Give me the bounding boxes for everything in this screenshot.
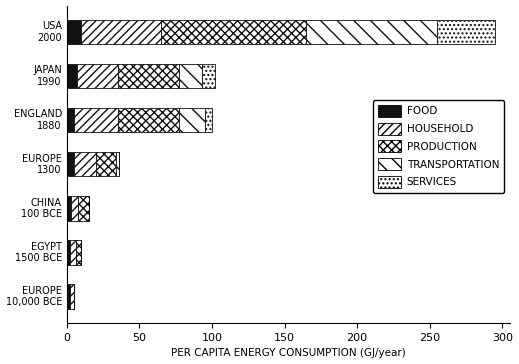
Bar (67, 108, 74, 132)
Bar (118, 108, 179, 132)
Bar (81, 20, 161, 44)
Bar (96, 152, 116, 177)
Bar (70, 285, 74, 309)
Bar (74, 152, 96, 177)
Bar (204, 108, 212, 132)
Bar (179, 108, 204, 132)
X-axis label: PER CAPITA ENERGY CONSUMPTION (GJ/year): PER CAPITA ENERGY CONSUMPTION (GJ/year) (171, 348, 405, 359)
Bar (77, 64, 118, 88)
Bar (437, 20, 495, 44)
Bar (116, 152, 119, 177)
Bar (67, 20, 81, 44)
Bar (74, 108, 118, 132)
Bar (202, 64, 215, 88)
Bar (67, 64, 77, 88)
Legend: FOOD, HOUSEHOLD, PRODUCTION, TRANSPORTATION, SERVICES: FOOD, HOUSEHOLD, PRODUCTION, TRANSPORTAT… (373, 100, 504, 193)
Bar (179, 64, 202, 88)
Bar (67, 196, 71, 221)
Bar (70, 240, 75, 265)
Bar (78, 196, 89, 221)
Bar (71, 196, 78, 221)
Bar (306, 20, 437, 44)
Bar (118, 64, 179, 88)
Bar (75, 240, 81, 265)
Bar (161, 20, 306, 44)
Bar (67, 285, 70, 309)
Bar (67, 152, 74, 177)
Bar (67, 240, 70, 265)
